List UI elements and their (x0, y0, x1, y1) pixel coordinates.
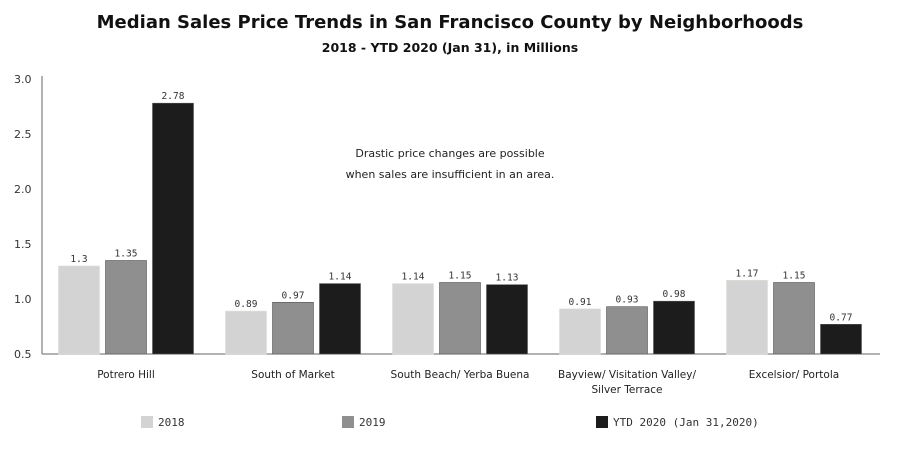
annotation-text: when sales are insufficient in an area. (346, 168, 555, 181)
data-label: 1.3 (70, 254, 87, 265)
bar-2019 (439, 282, 481, 355)
data-label: 0.91 (569, 297, 592, 308)
y-tick-label: 2.5 (14, 128, 32, 141)
y-tick-label: 0.5 (14, 348, 32, 361)
x-category-label: South of Market (251, 369, 334, 381)
x-category-label: South Beach/ Yerba Buena (391, 369, 530, 381)
y-tick-label: 2.0 (14, 183, 32, 196)
data-label: 1.14 (329, 272, 352, 283)
bar-ytd (486, 284, 528, 355)
x-category-label: Bayview/ Visitation Valley/ (558, 369, 696, 381)
bar-ytd (653, 300, 695, 355)
legend-swatch (141, 416, 153, 428)
data-label: 0.89 (235, 299, 258, 310)
data-label: 2.78 (162, 91, 185, 102)
data-label: 0.98 (663, 289, 686, 300)
x-category-label: Silver Terrace (591, 384, 662, 396)
bar-2019 (606, 306, 648, 355)
data-label: 0.93 (616, 295, 639, 306)
data-label: 0.97 (282, 290, 305, 301)
bar-2019 (105, 260, 147, 355)
bar-ytd (319, 283, 361, 355)
data-label: 1.15 (449, 271, 472, 282)
bar-2018 (225, 310, 267, 355)
bar-2018 (726, 279, 768, 355)
x-category-label: Potrero Hill (97, 369, 155, 381)
bar-2019 (272, 301, 314, 355)
bar-2018 (58, 265, 100, 355)
legend-label: YTD 2020 (Jan 31,2020) (613, 416, 759, 429)
data-label: 1.14 (402, 272, 425, 283)
y-tick-label: 1.5 (14, 238, 32, 251)
legend-swatch (342, 416, 354, 428)
bar-2019 (773, 282, 815, 355)
bar-2018 (392, 283, 434, 355)
annotation-text: Drastic price changes are possible (355, 147, 545, 160)
bar-2018 (559, 308, 601, 355)
legend-label: 2018 (158, 416, 185, 429)
chart-subtitle: 2018 - YTD 2020 (Jan 31), in Millions (321, 40, 579, 55)
bar-ytd (152, 102, 194, 355)
chart-title: Median Sales Price Trends in San Francis… (96, 12, 804, 33)
y-tick-label: 3.0 (14, 73, 32, 86)
data-label: 1.35 (115, 249, 138, 260)
legend-swatch (596, 416, 608, 428)
data-label: 1.17 (736, 268, 759, 279)
x-category-label: Excelsior/ Portola (749, 369, 839, 381)
data-label: 1.15 (783, 271, 806, 282)
legend-label: 2019 (359, 416, 386, 429)
y-tick-label: 1.0 (14, 293, 32, 306)
data-label: 1.13 (496, 273, 519, 284)
bar-ytd (820, 323, 862, 355)
data-label: 0.77 (830, 312, 853, 323)
